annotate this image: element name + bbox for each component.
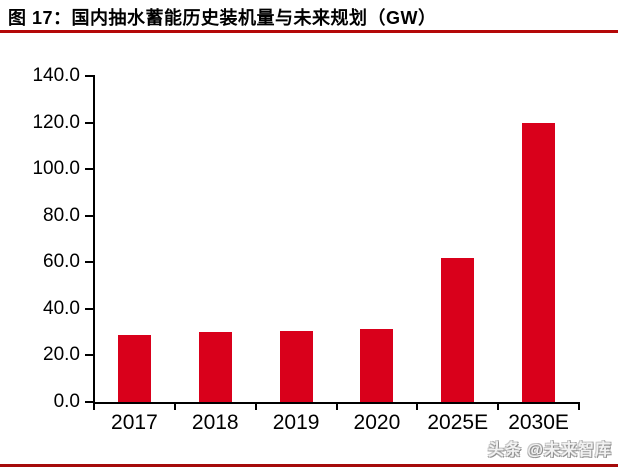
x-axis-tick (335, 404, 338, 410)
bar-2019 (279, 331, 313, 402)
figure-title: 图 17：国内抽水蓄能历史装机量与未来规划（GW） (8, 8, 437, 28)
bar-2020 (360, 328, 394, 402)
watermark: 头条 @未来智库 (487, 442, 612, 459)
y-axis-label: 80.0 (43, 204, 80, 226)
y-axis-tick (85, 214, 93, 217)
x-axis-line (92, 402, 580, 404)
y-axis-tick (85, 261, 93, 264)
x-axis-tick (93, 404, 95, 410)
y-axis-label: 140.0 (32, 65, 80, 86)
y-axis-tick (85, 401, 93, 403)
y-axis-tick (85, 354, 93, 357)
y-axis-label: 20.0 (43, 344, 80, 366)
bar-2017 (117, 335, 151, 402)
x-axis-label: 2017 (111, 411, 158, 434)
x-axis-label: 2025E (427, 411, 489, 434)
x-axis-tick (254, 404, 257, 410)
y-axis-label: 100.0 (32, 158, 80, 180)
y-axis-line (92, 75, 95, 403)
y-axis-label: 40.0 (43, 297, 80, 319)
bottom-rule (0, 464, 618, 467)
x-axis-tick (173, 404, 176, 410)
bar-2030e (522, 122, 556, 402)
y-axis-tick (85, 307, 93, 310)
title-rule (0, 30, 618, 33)
bar-2025e (441, 257, 475, 402)
y-axis-tick (85, 168, 93, 171)
x-axis-label: 2020 (353, 411, 401, 434)
x-axis-label: 2018 (191, 411, 239, 434)
x-axis-label: 2019 (272, 411, 320, 434)
y-axis-label: 0.0 (53, 391, 80, 412)
x-axis-label: 2030E (508, 411, 569, 434)
y-axis-tick (85, 121, 93, 124)
y-axis-tick (85, 75, 93, 77)
y-axis-label: 120.0 (32, 111, 80, 133)
bar-2018 (198, 332, 232, 402)
x-axis-tick (497, 404, 500, 410)
x-axis-tick (416, 404, 419, 410)
y-axis-label: 60.0 (43, 251, 80, 273)
x-axis-tick (578, 404, 580, 410)
